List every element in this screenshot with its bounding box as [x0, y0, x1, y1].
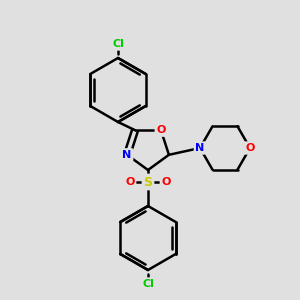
Text: O: O: [161, 177, 171, 187]
Text: O: O: [245, 143, 255, 153]
Text: N: N: [195, 143, 205, 153]
Text: S: S: [143, 176, 152, 188]
Text: O: O: [156, 125, 166, 135]
Text: O: O: [125, 177, 135, 187]
Text: Cl: Cl: [142, 279, 154, 289]
Text: Cl: Cl: [112, 39, 124, 49]
Text: N: N: [122, 150, 132, 160]
